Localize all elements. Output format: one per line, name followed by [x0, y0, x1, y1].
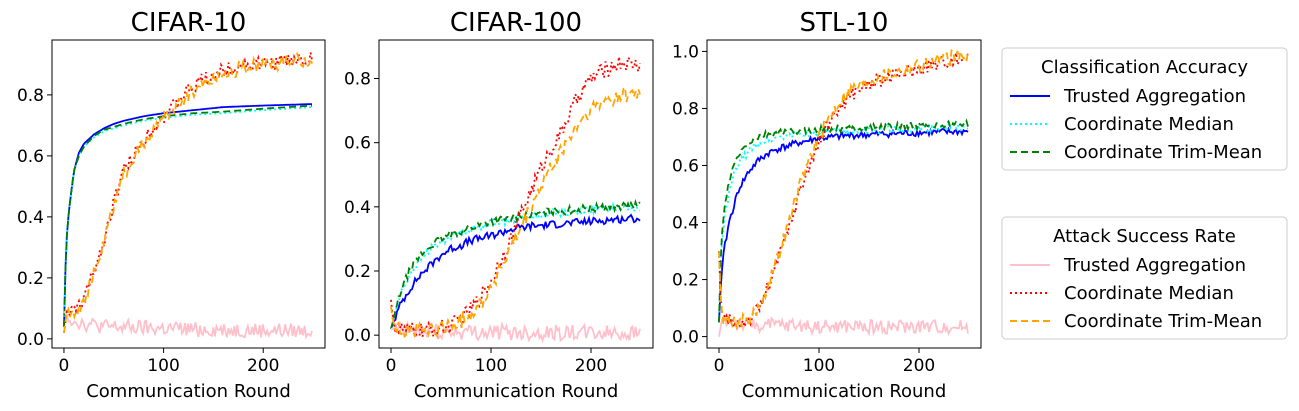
- series-line-trusted-aggregation-accuracy: [63, 103, 312, 327]
- x-tick-label: 0: [386, 356, 397, 376]
- y-tick-label: 0.4: [344, 198, 371, 218]
- x-tick-label: 100: [475, 356, 507, 376]
- y-tick-label: 0.2: [17, 269, 44, 289]
- x-axis-label: Communication Round: [86, 381, 291, 402]
- legend-entry-label: Trusted Aggregation: [1063, 255, 1246, 276]
- y-tick-label: 0.6: [17, 147, 44, 167]
- y-tick-label: 1.0: [672, 42, 699, 62]
- series-line-trusted-aggregation-attack-success: [718, 315, 969, 337]
- y-tick-label: 0.2: [672, 271, 699, 291]
- chart-panel-3: 0 100 200 0.0 0.2 0.4 0.6 0.8 1.0 STL-10 Communica…: [672, 8, 982, 402]
- series-line-coordinate-median-attack-success: [63, 52, 313, 333]
- y-tick-label: 0.6: [344, 134, 371, 154]
- x-tick-label: 100: [803, 356, 835, 376]
- series-line-coordinate-trim-mean-attack-success: [390, 85, 641, 340]
- y-tick-label: 0.2: [344, 262, 371, 282]
- legend-entry-label: Coordinate Trim-Mean: [1064, 142, 1262, 163]
- legend-title: Attack Success Rate: [1053, 226, 1236, 247]
- series-line-coordinate-trim-mean-accuracy: [63, 104, 313, 327]
- series-line-coordinate-median-accuracy: [718, 121, 969, 323]
- y-tick-label: 0.0: [672, 328, 699, 348]
- legend-entry-label: Trusted Aggregation: [1063, 86, 1246, 107]
- x-tick-label: 200: [247, 356, 279, 376]
- x-tick-label: 0: [714, 356, 725, 376]
- legend-attack-success-rate: Attack Success Rate Trusted Aggregation Co…: [1001, 216, 1288, 340]
- chart-title: CIFAR-10: [131, 8, 247, 38]
- chart-panel-2: 0 100 200 0.0 0.2 0.4 0.6 0.8 CIFAR-100 Communica…: [344, 8, 654, 402]
- series-line-coordinate-trim-mean-attack-success: [63, 51, 313, 333]
- series-line-coordinate-trim-mean-accuracy: [390, 198, 641, 330]
- x-tick-label: 200: [575, 356, 607, 376]
- series-line-coordinate-median-accuracy: [63, 106, 312, 327]
- series-line-trusted-aggregation-accuracy: [718, 126, 969, 323]
- y-tick-label: 0.8: [17, 86, 44, 106]
- x-axis-label: Communication Round: [414, 381, 619, 402]
- y-tick-label: 0.0: [344, 326, 371, 346]
- chart-title: CIFAR-100: [450, 8, 582, 38]
- x-tick-label: 100: [147, 356, 179, 376]
- plot-frame: [378, 39, 654, 349]
- series-line-coordinate-median-attack-success: [718, 51, 969, 331]
- chart-title: STL-10: [800, 8, 889, 38]
- series-line-coordinate-trim-mean-attack-success: [718, 48, 969, 330]
- plot-frame: [706, 39, 982, 349]
- y-tick-label: 0.6: [672, 156, 699, 176]
- legend-title: Classification Accuracy: [1041, 57, 1248, 78]
- legend-entry-label: Coordinate Median: [1064, 114, 1234, 135]
- series-line-trusted-aggregation-accuracy: [390, 213, 641, 330]
- series-line-coordinate-median-attack-success: [390, 55, 641, 339]
- y-tick-label: 0.0: [17, 330, 44, 350]
- x-tick-label: 200: [903, 356, 935, 376]
- x-axis-label: Communication Round: [742, 381, 947, 402]
- legend-entry-label: Coordinate Median: [1064, 283, 1234, 304]
- series-line-coordinate-trim-mean-accuracy: [718, 118, 969, 323]
- legend-box: [1001, 47, 1288, 171]
- legend-box: [1001, 216, 1288, 340]
- legend-entry-label: Coordinate Trim-Mean: [1064, 311, 1262, 332]
- x-tick-label: 0: [59, 356, 70, 376]
- legend-classification-accuracy: Classification Accuracy Trusted Aggregati…: [1001, 47, 1288, 171]
- y-tick-label: 0.4: [17, 208, 44, 228]
- y-tick-label: 0.8: [344, 70, 371, 90]
- plot-frame: [51, 39, 326, 349]
- y-tick-label: 0.4: [672, 214, 699, 234]
- series-line-trusted-aggregation-attack-success: [63, 310, 313, 340]
- chart-panel-1: 0 100 200 0.0 0.2 0.4 0.6 0.8 CIFAR-10 Communicat…: [17, 8, 326, 402]
- y-tick-label: 0.8: [672, 99, 699, 119]
